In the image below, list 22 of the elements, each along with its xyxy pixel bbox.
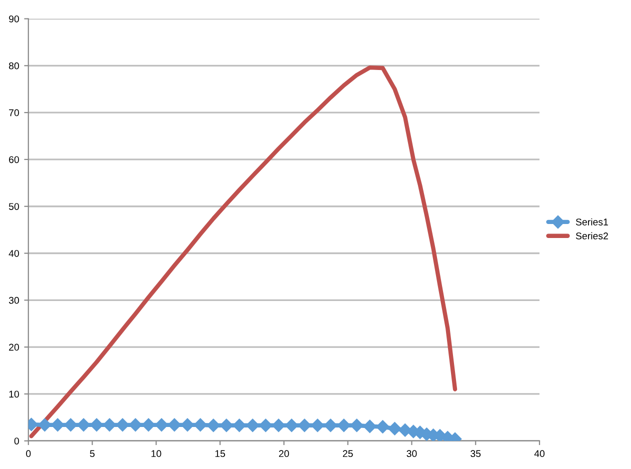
x-tick-label: 35 xyxy=(470,450,481,458)
y-tick-label: 90 xyxy=(9,15,19,22)
x-tick-label: 25 xyxy=(342,450,353,458)
legend-label: Series1 xyxy=(576,218,608,226)
y-tick-label: 60 xyxy=(9,156,19,164)
y-tick-label: 30 xyxy=(8,296,19,304)
y-tick-label: 40 xyxy=(8,250,19,257)
x-tick-label: 15 xyxy=(215,450,226,458)
x-tick-label: 5 xyxy=(90,450,95,458)
y-tick-label: 70 xyxy=(9,109,19,116)
y-tick-label: 50 xyxy=(8,203,19,210)
x-tick-label: 40 xyxy=(534,450,545,458)
y-tick-label: 80 xyxy=(8,62,19,70)
legend-label: Series2 xyxy=(576,232,608,240)
x-tick-label: 10 xyxy=(152,450,162,458)
x-tick-label: 20 xyxy=(279,450,289,458)
line-series xyxy=(29,65,458,438)
y-tick-label: 10 xyxy=(9,390,19,398)
x-tick-label: 0 xyxy=(26,450,31,458)
y-tick-label: 20 xyxy=(9,344,19,351)
x-tick-label: 30 xyxy=(406,450,417,458)
y-tick-label: 0 xyxy=(14,438,19,444)
